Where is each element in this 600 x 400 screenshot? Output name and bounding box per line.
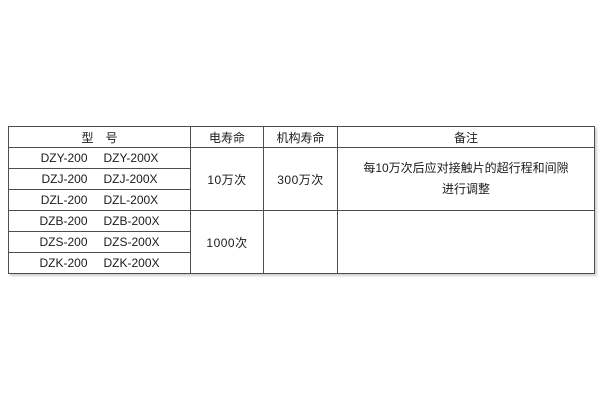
- table-row: DZY-200 DZY-200X 10万次 300万次 每10万次后应对接触片的超…: [8, 147, 595, 211]
- model-name: DZL-200: [40, 193, 88, 207]
- model-name: DZB-200X: [103, 214, 160, 228]
- table-row: DZL-200 DZL-200X: [8, 189, 595, 211]
- remarks-line: 每10万次后应对接触片的超行程和间隙: [363, 161, 569, 175]
- col-header-model: 型 号: [8, 126, 191, 148]
- model-cell: DZJ-200 DZJ-200X: [8, 168, 191, 190]
- model-name: DZB-200: [39, 214, 88, 228]
- col-header-mechanism-life: 机构寿命: [263, 126, 338, 148]
- model-name: DZJ-200: [41, 172, 88, 186]
- mechanism-life-cell: 300万次: [263, 147, 338, 211]
- col-header-remarks: 备注: [337, 126, 595, 148]
- table-row: DZJ-200 DZJ-200X: [8, 168, 595, 190]
- model-name: DZL-200X: [103, 193, 159, 207]
- remarks-cell: 每10万次后应对接触片的超行程和间隙 进行调整: [337, 147, 595, 211]
- col-header-electrical-life: 电寿命: [190, 126, 264, 148]
- table-row: DZK-200 DZK-200X: [8, 252, 595, 274]
- remarks-cell: [337, 210, 595, 274]
- relay-life-spec-table: 型 号 电寿命 机构寿命 备注 DZY-200 DZY-200X 10万次 300…: [8, 126, 595, 274]
- remarks-line: 进行调整: [441, 182, 490, 196]
- model-name: DZS-200: [39, 235, 88, 249]
- mechanism-life-cell: [263, 210, 338, 274]
- model-cell: DZS-200 DZS-200X: [8, 231, 191, 253]
- model-cell: DZB-200 DZB-200X: [8, 210, 191, 232]
- electrical-life-cell: 10万次: [190, 147, 264, 211]
- model-name: DZS-200X: [103, 235, 160, 249]
- electrical-life-cell: 1000次: [190, 210, 264, 274]
- model-cell: DZL-200 DZL-200X: [8, 189, 191, 211]
- model-name: DZK-200X: [103, 256, 160, 270]
- model-name: DZK-200: [39, 256, 88, 270]
- model-cell: DZY-200 DZY-200X: [8, 147, 191, 169]
- model-name: DZY-200X: [103, 151, 159, 165]
- model-name: DZJ-200X: [103, 172, 158, 186]
- table-row: DZB-200 DZB-200X 1000次: [8, 210, 595, 274]
- header-row: 型 号 电寿命 机构寿命 备注: [8, 126, 595, 148]
- model-name: DZY-200: [40, 151, 88, 165]
- model-cell: DZK-200 DZK-200X: [8, 252, 191, 274]
